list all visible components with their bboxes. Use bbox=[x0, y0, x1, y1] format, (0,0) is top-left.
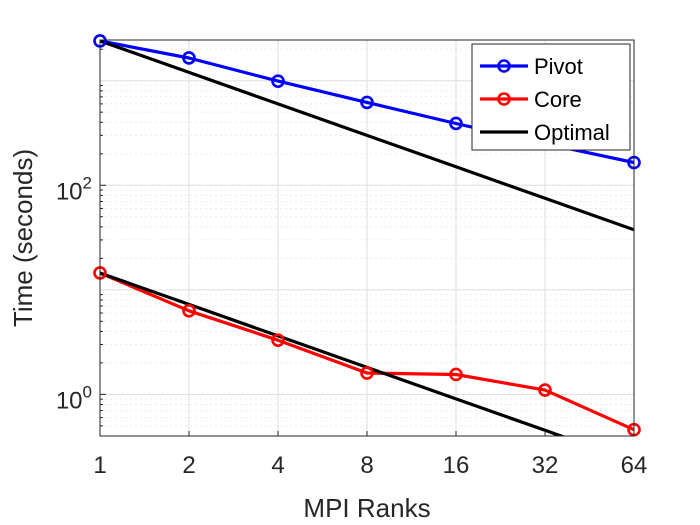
y-tick-label: 100 bbox=[56, 382, 92, 414]
series-line-core bbox=[100, 271, 634, 432]
x-tick-label: 32 bbox=[532, 452, 559, 479]
series-line-optimal bbox=[100, 40, 634, 232]
x-tick-label: 2 bbox=[182, 452, 195, 479]
legend-marker-pivot bbox=[497, 59, 511, 73]
legend-label-pivot: Pivot bbox=[534, 54, 583, 79]
x-tick-label: 4 bbox=[271, 452, 284, 479]
y-tick-label: 102 bbox=[56, 173, 92, 205]
data-point-core bbox=[182, 304, 196, 318]
data-point-pivot bbox=[182, 51, 196, 65]
legend: Pivot Core Optimal bbox=[471, 43, 631, 151]
data-point-core bbox=[538, 383, 552, 397]
data-point-core bbox=[360, 366, 374, 380]
data-point-core bbox=[449, 367, 463, 382]
y-axis-label: Time (seconds) bbox=[8, 149, 38, 327]
legend-marker-core bbox=[497, 92, 511, 106]
data-point-pivot bbox=[360, 95, 374, 110]
x-tick-label: 1 bbox=[93, 452, 106, 479]
data-point-pivot bbox=[449, 116, 463, 131]
legend-label-optimal: Optimal bbox=[534, 120, 610, 145]
data-point-core bbox=[271, 333, 285, 347]
x-tick-label: 16 bbox=[443, 452, 470, 479]
x-tick-label: 8 bbox=[360, 452, 373, 479]
x-axis-ticks: 1 2 4 8 16 32 64 bbox=[93, 431, 647, 479]
x-tick-label: 64 bbox=[621, 452, 648, 479]
data-point-pivot bbox=[271, 74, 285, 88]
legend-label-core: Core bbox=[534, 87, 582, 112]
x-axis-label: MPI Ranks bbox=[303, 493, 430, 523]
y-axis-ticks: 100 102 bbox=[56, 48, 106, 437]
